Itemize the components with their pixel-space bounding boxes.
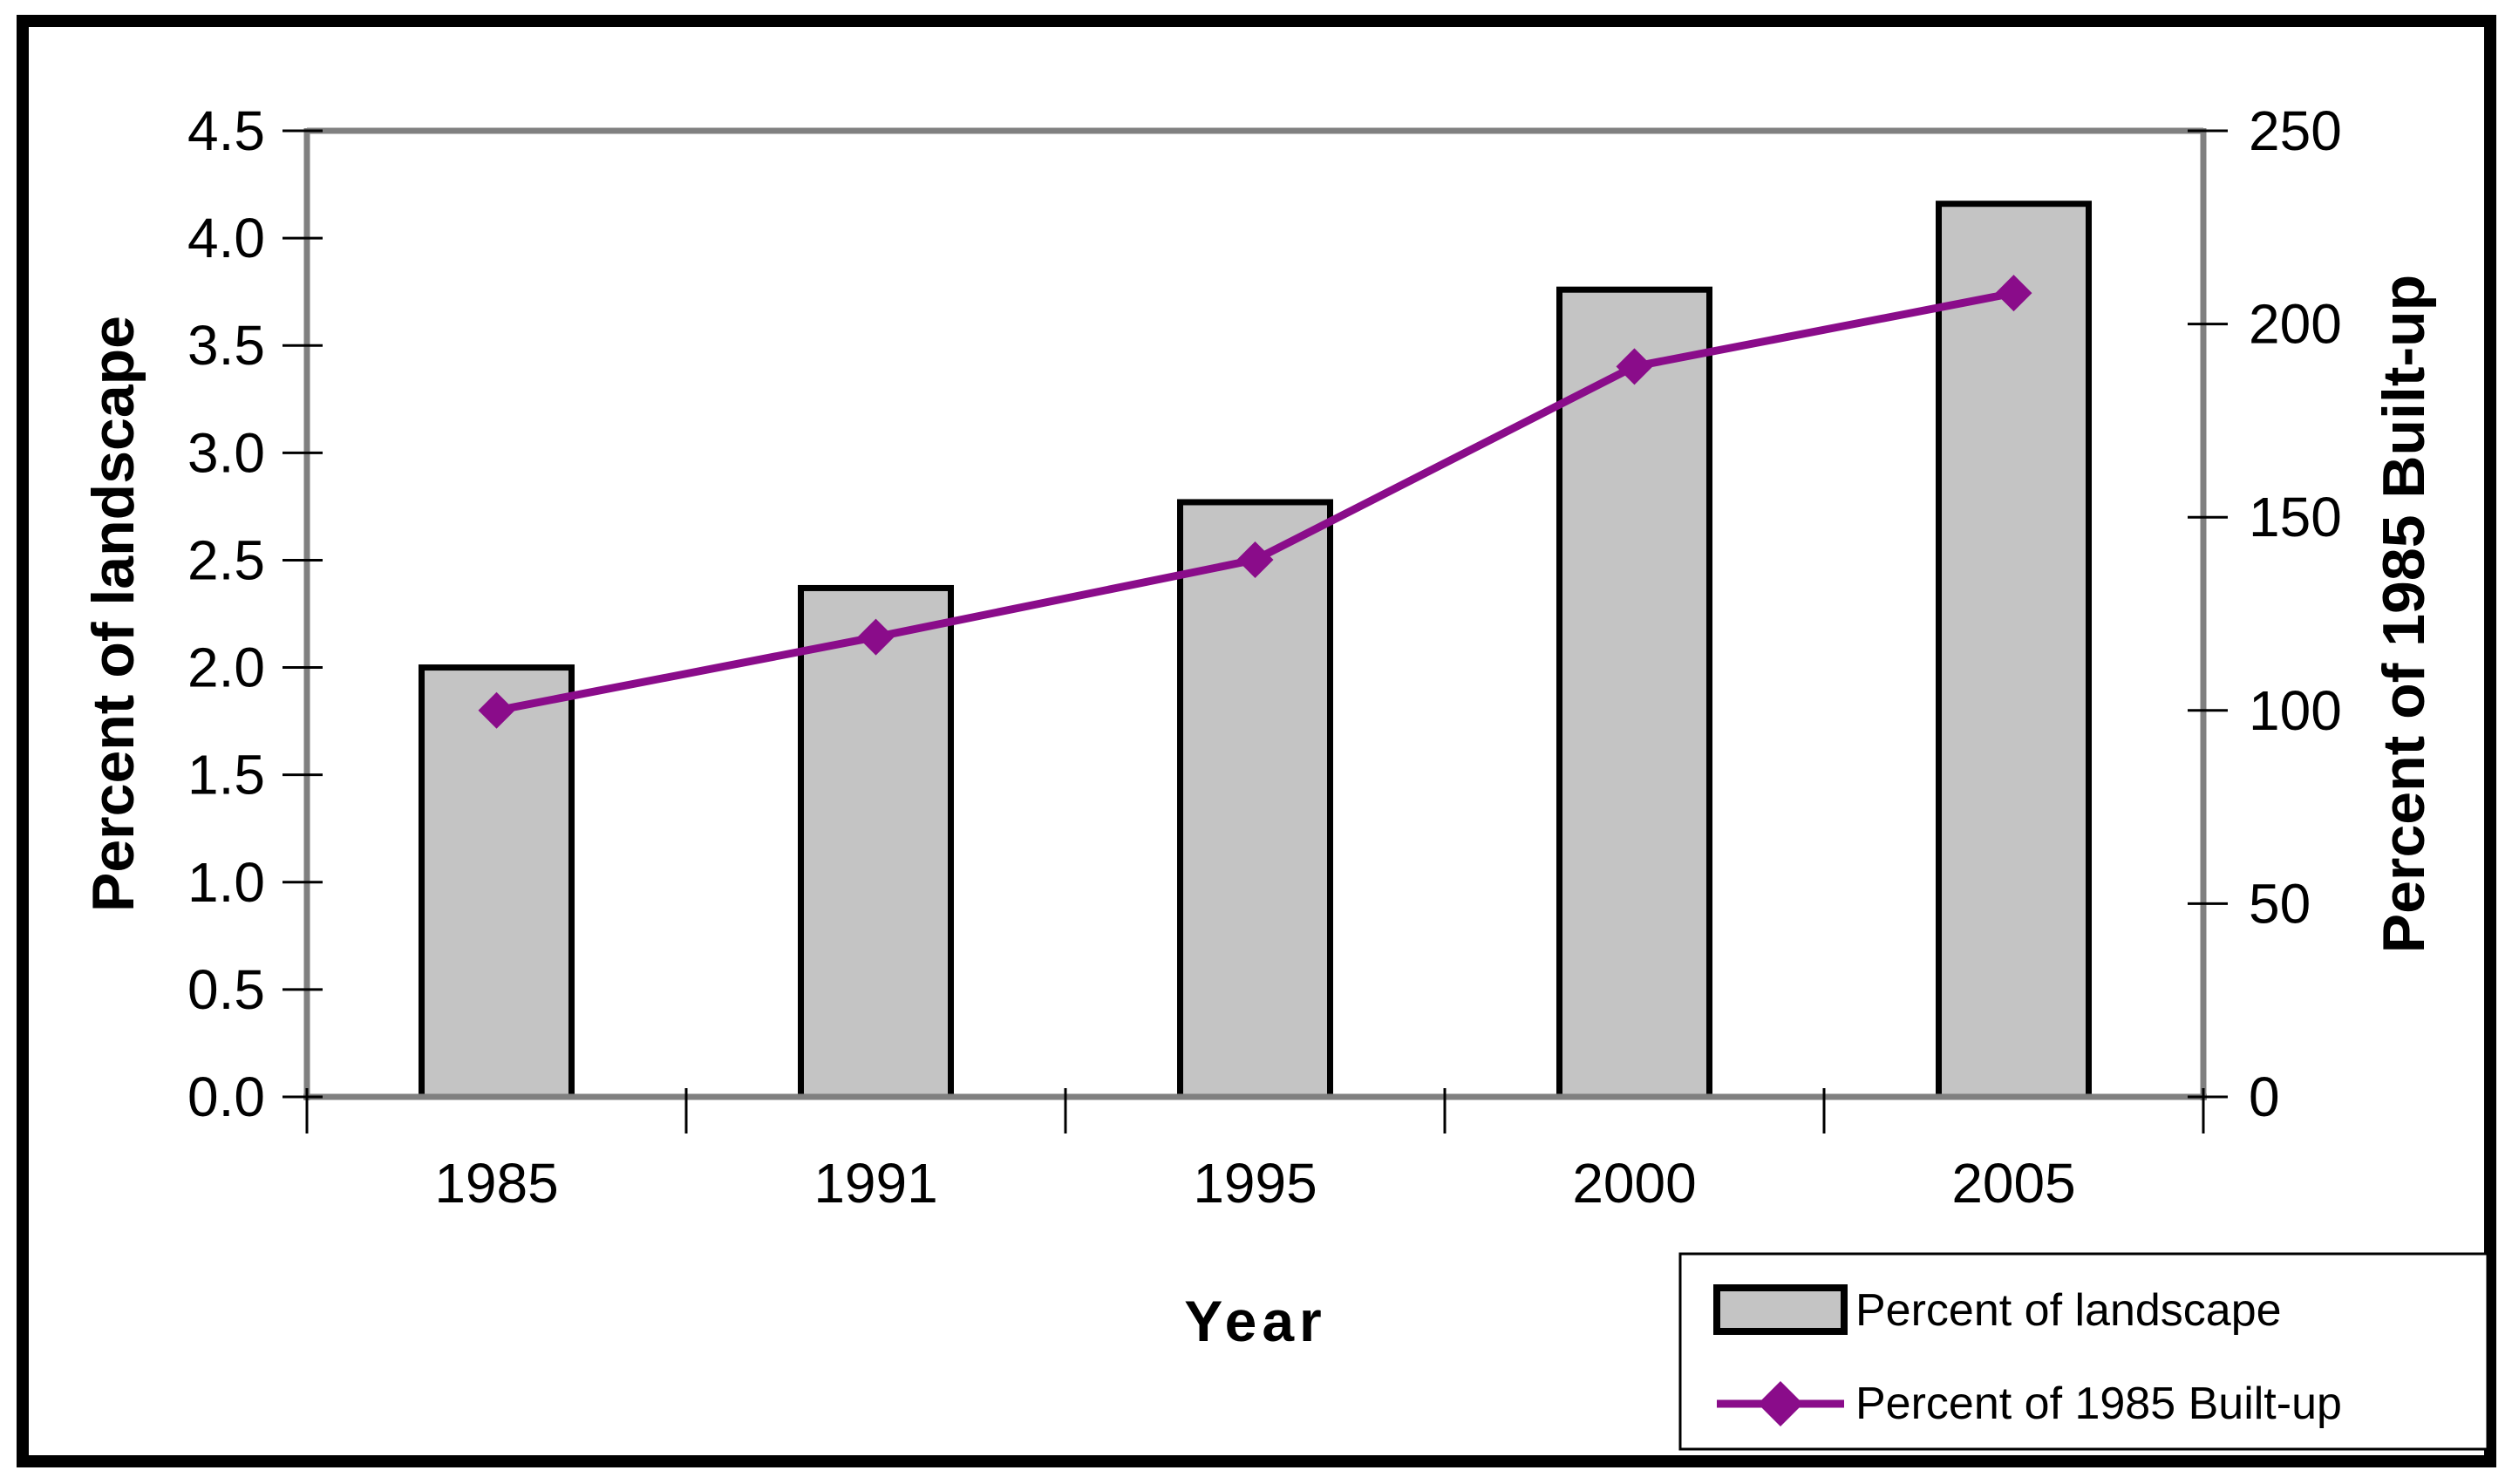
line-marker-diamond-icon-1995 bbox=[1236, 541, 1274, 578]
right-axis-title: Percent of 1985 Built-up bbox=[2371, 275, 2437, 953]
right-axis-tick-label: 250 bbox=[2249, 99, 2342, 162]
left-axis-tick-label: 1.5 bbox=[187, 744, 265, 807]
bar-1995 bbox=[1177, 499, 1333, 1100]
bar-1991 bbox=[798, 584, 954, 1100]
legend-item-builtup-label: Percent of 1985 Built-up bbox=[1855, 1378, 2342, 1429]
x-axis-category-label: 2005 bbox=[1951, 1152, 2075, 1215]
line-marker-diamond-icon-1985 bbox=[478, 691, 515, 729]
left-axis-tick-label: 0.5 bbox=[187, 958, 265, 1021]
left-axis-tick-label: 0.0 bbox=[187, 1065, 265, 1128]
line-marker-diamond-icon-2005 bbox=[1995, 275, 2032, 312]
legend-item-landscape-label: Percent of landscape bbox=[1855, 1285, 2282, 1336]
left-axis-tick-label: 1.0 bbox=[187, 851, 265, 914]
left-axis-tick-label: 2.5 bbox=[187, 528, 265, 591]
legend: Percent of landscape Percent of 1985 Bui… bbox=[1678, 1252, 2489, 1451]
x-axis-category-label: 1985 bbox=[434, 1152, 558, 1215]
left-axis-tick-label: 3.0 bbox=[187, 421, 265, 484]
left-axis-title: Percent of landscape bbox=[80, 316, 146, 912]
figure-border bbox=[17, 15, 2496, 1467]
x-axis-category-label: 1991 bbox=[814, 1152, 937, 1215]
x-axis-title: Year bbox=[1184, 1289, 1326, 1353]
right-axis-tick-label: 50 bbox=[2249, 872, 2311, 935]
line-marker-diamond-icon-2000 bbox=[1616, 348, 1653, 385]
legend-bar-swatch bbox=[1713, 1284, 1848, 1335]
bar-2005 bbox=[1936, 201, 2092, 1100]
line-marker-diamond-icon-1991 bbox=[857, 618, 895, 656]
right-axis-tick-label: 100 bbox=[2249, 679, 2342, 742]
bar-2000 bbox=[1556, 286, 1712, 1100]
bar-1985 bbox=[419, 664, 575, 1100]
right-axis-tick-label: 0 bbox=[2249, 1065, 2280, 1128]
x-axis-category-label: 2000 bbox=[1572, 1152, 1696, 1215]
left-axis-tick-label: 4.5 bbox=[187, 99, 265, 162]
left-axis-tick-label: 2.0 bbox=[187, 636, 265, 699]
legend-diamond-icon bbox=[1758, 1381, 1803, 1426]
x-axis-category-label: 1995 bbox=[1193, 1152, 1317, 1215]
right-axis-tick-label: 200 bbox=[2249, 293, 2342, 356]
left-axis-tick-label: 3.5 bbox=[187, 314, 265, 377]
left-axis-tick-label: 4.0 bbox=[187, 207, 265, 269]
right-axis-tick-label: 150 bbox=[2249, 486, 2342, 548]
